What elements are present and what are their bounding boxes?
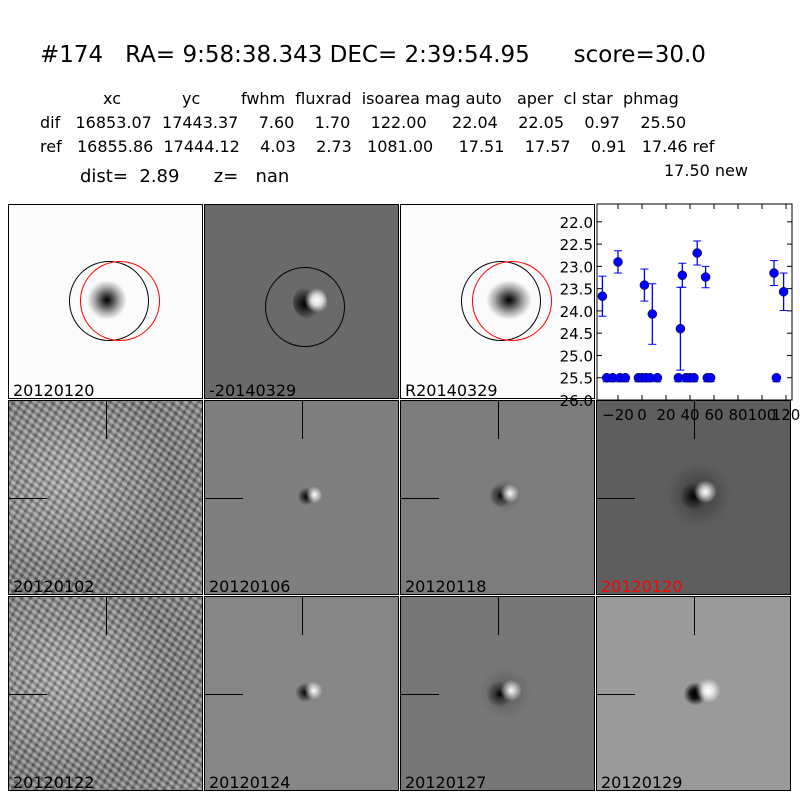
- panel-label: 20120122: [13, 773, 95, 791]
- upper-limit-point: [771, 372, 782, 383]
- y-tick-label: 24.0: [560, 303, 593, 321]
- data-point: [675, 323, 686, 334]
- stamp-panel: 20120118: [400, 400, 595, 595]
- panel-label: 20120129: [601, 773, 683, 791]
- y-tick-label: 23.0: [560, 258, 593, 276]
- y-tick-label: 26.0: [560, 392, 593, 410]
- x-tick-label: 40: [680, 406, 699, 424]
- lightcurve-chart: 22.0 22.5 23.0 23.5 24.0 24.5 25.0 25.5 26.0 −20 0…: [560, 203, 800, 424]
- stamp-panel: 20120122: [8, 596, 203, 791]
- stamp-panel: 20120102: [8, 400, 203, 595]
- dipole: [489, 479, 521, 511]
- y-tick-label: 25.0: [560, 347, 593, 365]
- panel-label: 20120106: [209, 577, 291, 595]
- y-tick-label: 24.5: [560, 325, 593, 343]
- y-tick-label: 22.5: [560, 236, 593, 254]
- data-point: [778, 287, 789, 297]
- x-tick-label: 100: [748, 406, 777, 424]
- data-point: [700, 272, 711, 282]
- panel-label: 20120120: [13, 381, 95, 399]
- data-point: [677, 270, 688, 281]
- y-tick-label: 25.5: [560, 370, 593, 388]
- upper-limit-point: [652, 372, 663, 383]
- x-tick-label: −20: [602, 406, 634, 424]
- x-tick-label: 120: [772, 406, 800, 424]
- y-tick-label: 23.5: [560, 281, 593, 299]
- panel-label: 20120127: [405, 773, 487, 791]
- panel-label-highlighted: 20120120: [601, 577, 683, 595]
- y-tick-label: 22.0: [560, 214, 593, 232]
- dipole: [295, 678, 323, 706]
- upper-limit-point: [620, 372, 631, 383]
- column-headers: xc yc fwhm fluxrad isoarea mag auto aper…: [103, 89, 679, 108]
- upper-limit-point: [689, 372, 699, 383]
- x-tick-label: 60: [704, 406, 723, 424]
- panel-label: -20140329: [209, 381, 297, 399]
- dist-z: dist= 2.89 z= nan: [80, 166, 290, 187]
- panel-label: R20140329: [405, 381, 498, 399]
- panel-label: 20120118: [405, 577, 487, 595]
- x-tick-label: 80: [728, 406, 747, 424]
- stamp-panel: 20120129: [596, 596, 791, 791]
- dipole: [677, 669, 725, 717]
- upper-limit-point: [705, 372, 716, 383]
- data-point: [647, 309, 658, 319]
- stamp-panel: 20120124: [204, 596, 399, 791]
- new-mag: 17.50 new: [664, 161, 748, 180]
- ref-image-panel: 20120120: [8, 204, 203, 399]
- black-circle: [265, 267, 345, 347]
- x-tick-label: 20: [656, 406, 675, 424]
- stamp-panel: 20120120: [596, 400, 791, 595]
- data-point: [613, 257, 623, 267]
- stamp-panel: 20120127: [400, 596, 595, 791]
- new-image-panel: R20140329: [400, 204, 595, 399]
- data-point: [769, 268, 779, 278]
- dipole: [298, 484, 322, 508]
- red-circle: [80, 261, 160, 341]
- panel-label: 20120124: [209, 773, 291, 791]
- data-point: [597, 291, 608, 301]
- red-circle: [472, 261, 552, 341]
- ref-row: ref 16855.86 17444.12 4.03 2.73 1081.00 …: [40, 137, 715, 156]
- diff-image-panel: -20140329: [204, 204, 399, 399]
- data-point: [692, 248, 702, 258]
- dipole: [667, 463, 731, 527]
- panel-label: 20120102: [13, 577, 95, 595]
- candidate-title: #174 RA= 9:58:38.343 DEC= 2:39:54.95 sco…: [40, 42, 706, 68]
- stamp-panel: 20120106: [204, 400, 399, 595]
- plot-area: [596, 203, 793, 401]
- dipole: [479, 667, 531, 719]
- x-tick-label: 0: [637, 406, 647, 424]
- dif-row: dif 16853.07 17443.37 7.60 1.70 122.00 2…: [40, 113, 687, 132]
- data-point: [639, 280, 650, 290]
